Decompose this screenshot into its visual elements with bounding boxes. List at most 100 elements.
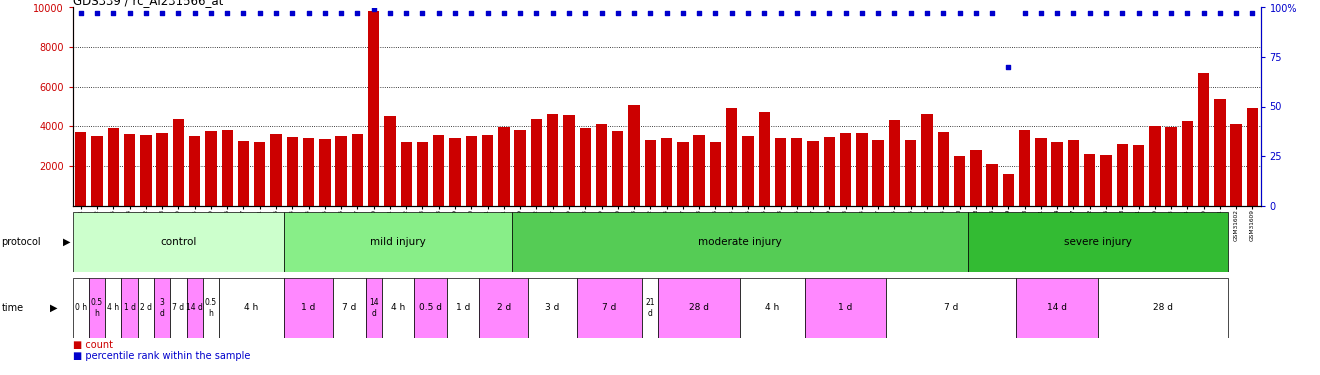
Text: 4 h: 4 h [107,303,119,312]
Point [1080,10,1101,16]
Bar [564,116,574,206]
Bar [433,135,445,206]
Text: protocol: protocol [1,237,41,247]
Bar [384,116,396,206]
Bar [726,108,738,206]
Text: 21
d: 21 d [645,298,655,318]
Text: 14 d: 14 d [1047,303,1067,312]
Bar [595,124,607,206]
Point [933,10,954,16]
Point [363,6,384,12]
Bar [108,128,119,206]
Bar [88,278,106,338]
Point [916,10,937,16]
Bar [219,278,284,338]
Bar [302,138,314,206]
Point [656,10,677,16]
Point [640,10,661,16]
Point [1063,10,1084,16]
Bar [1035,138,1047,206]
Text: control: control [160,237,197,247]
Point [851,10,873,16]
Bar [447,278,479,338]
Bar [381,278,414,338]
Point [754,10,775,16]
Bar [466,136,477,206]
Point [818,10,840,16]
Point [168,10,189,16]
Point [379,10,400,16]
Bar [857,133,867,206]
Point [607,10,628,16]
Bar [1016,278,1098,338]
Bar [937,132,949,206]
Text: severe injury: severe injury [1064,237,1131,247]
Bar [644,140,656,206]
Bar [954,156,965,206]
Bar [284,212,512,272]
Point [1111,10,1133,16]
Bar [579,128,591,206]
Bar [1003,174,1014,206]
Bar [335,136,347,206]
Text: ▶: ▶ [50,303,58,313]
Point [86,10,107,16]
Bar [986,164,998,206]
Bar [137,278,154,338]
Point [982,10,1003,16]
Text: 7 d: 7 d [173,303,185,312]
Point [949,10,970,16]
Point [314,10,335,16]
Text: 1 d: 1 d [301,303,315,312]
Bar [808,141,818,206]
Bar [546,114,558,206]
Point [1144,10,1166,16]
Point [965,10,986,16]
Text: 28 d: 28 d [689,303,709,312]
Point [1014,10,1035,16]
Text: 1 d: 1 d [124,303,136,312]
Bar [414,278,447,338]
Bar [222,130,232,206]
Bar [886,278,1016,338]
Bar [156,133,168,206]
Bar [170,278,186,338]
Point [1226,10,1247,16]
Text: 1 d: 1 d [455,303,470,312]
Bar [1098,278,1228,338]
Point [721,10,742,16]
Bar [710,142,721,206]
Bar [91,136,103,206]
Bar [186,278,203,338]
Bar [271,134,281,206]
Bar [612,131,623,206]
Bar [906,140,916,206]
Text: 0 h: 0 h [75,303,87,312]
Point [428,10,449,16]
Point [900,10,921,16]
Bar [1133,145,1144,206]
Bar [253,142,265,206]
Bar [643,278,659,338]
Point [738,10,759,16]
Bar [140,135,152,206]
Bar [1084,154,1096,206]
Point [884,10,906,16]
Bar [479,278,528,338]
Point [770,10,791,16]
Point [1242,10,1263,16]
Text: 4 h: 4 h [391,303,405,312]
Bar [286,137,298,206]
Text: 7 d: 7 d [944,303,958,312]
Text: 1 d: 1 d [838,303,853,312]
Text: 0.5 d: 0.5 d [420,303,442,312]
Text: 4 h: 4 h [766,303,780,312]
Bar [577,278,643,338]
Bar [205,131,216,206]
Bar [400,142,412,206]
Bar [515,130,525,206]
Bar [319,139,330,206]
Point [1177,10,1199,16]
Text: ■ percentile rank within the sample: ■ percentile rank within the sample [73,351,249,361]
Bar [73,278,88,338]
